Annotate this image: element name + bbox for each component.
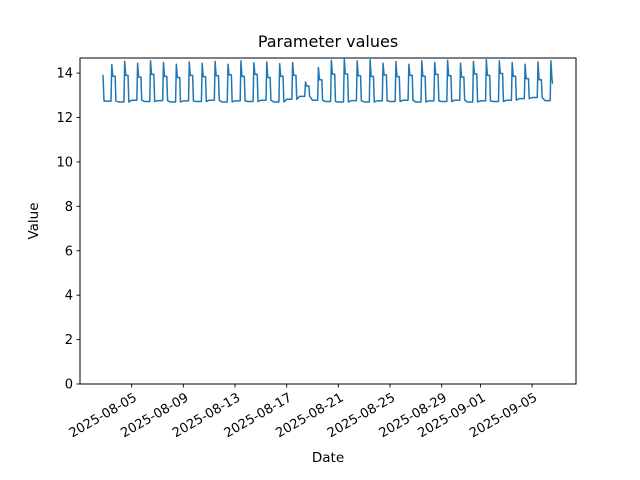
series-line (102, 58, 554, 103)
chart-title: Parameter values (258, 32, 398, 51)
x-axis-label: Date (312, 450, 344, 466)
y-tick-label: 12 (56, 111, 73, 126)
axes-spines (79, 57, 577, 385)
y-tick-label: 2 (65, 333, 73, 348)
y-tick-label: 6 (65, 244, 73, 259)
y-axis-label: Value (26, 202, 42, 239)
y-tick-label: 0 (65, 378, 73, 393)
y-tick-label: 8 (65, 200, 73, 215)
y-tick-label: 4 (65, 289, 73, 304)
y-tick-label: 10 (56, 155, 73, 170)
plot-area: 024681012142025-08-052025-08-092025-08-1… (56, 57, 577, 441)
y-tick-label: 14 (56, 67, 73, 82)
